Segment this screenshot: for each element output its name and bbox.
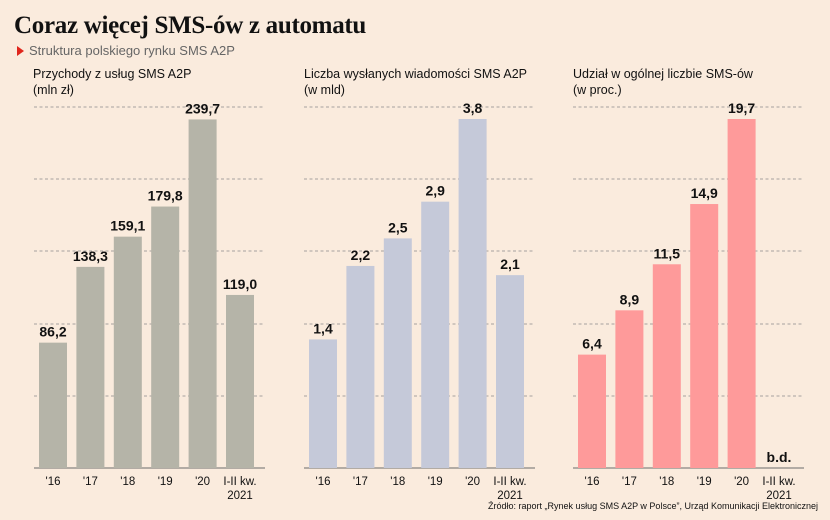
data-label: 86,2 <box>39 324 66 340</box>
bar <box>458 119 487 468</box>
tick-label: '20 <box>195 476 210 488</box>
tick-label: '20 <box>734 476 749 488</box>
tick-label: '18 <box>390 476 405 488</box>
tick-label: '20 <box>465 476 480 488</box>
data-label: 6,4 <box>582 336 602 352</box>
data-label: 19,7 <box>728 100 755 116</box>
bar <box>39 342 67 468</box>
panel-3-title: Udział w ogólnej liczbie SMS-ów (w proc.… <box>573 66 753 98</box>
bar <box>727 119 756 468</box>
panel-1-title: Przychody z usług SMS A2P (mln zł) <box>33 66 191 98</box>
bar <box>226 294 254 468</box>
panel-1-unit: (mln zł) <box>33 83 74 97</box>
bar <box>151 206 180 468</box>
data-label: 2,9 <box>425 183 445 199</box>
data-label: b.d. <box>767 449 792 465</box>
bar <box>383 238 412 468</box>
data-label: 11,5 <box>654 245 681 261</box>
tick-label: '17 <box>353 476 368 488</box>
tick-label: '16 <box>585 476 600 488</box>
triangle-bullet-icon <box>17 45 24 56</box>
panel-3-unit: (w proc.) <box>573 83 622 97</box>
data-label: 1,4 <box>313 320 333 336</box>
bar <box>346 265 375 468</box>
subtitle-text: Struktura polskiego rynku SMS A2P <box>29 43 235 58</box>
data-label: 2,1 <box>500 256 520 272</box>
panel-2-title: Liczba wysłanych wiadomości SMS A2P (w m… <box>304 66 527 98</box>
tick-label: '18 <box>120 476 135 488</box>
data-label: 179,8 <box>148 188 183 204</box>
panel-1-title-text: Przychody z usług SMS A2P <box>33 67 192 81</box>
chart-panel-1: 86,2 '16 138,3 '17 159,1 '18 179,8 '19 239,7 '20 1… <box>34 100 265 502</box>
panel-3-title-text: Udział w ogólnej liczbie SMS-ów <box>573 67 753 81</box>
bar <box>188 119 217 468</box>
data-label: 138,3 <box>73 248 108 264</box>
source-note: Źródło: raport „Rynek usług SMS A2P w Po… <box>488 501 818 511</box>
tick-label: '16 <box>46 476 61 488</box>
data-label: 14,9 <box>691 185 718 201</box>
data-label: 159,1 <box>110 218 145 234</box>
tick-label: '19 <box>697 476 712 488</box>
bar <box>113 236 142 468</box>
tick-label: I-II kw. 2021 <box>223 476 256 502</box>
bar <box>309 339 337 468</box>
data-label: 2,2 <box>351 247 371 263</box>
panel-2-unit: (w mld) <box>304 83 345 97</box>
tick-label: '16 <box>316 476 331 488</box>
data-label: 119,0 <box>223 276 257 292</box>
panel-2-title-text: Liczba wysłanych wiadomości SMS A2P <box>304 67 528 81</box>
bar <box>76 266 105 468</box>
bar <box>652 264 681 468</box>
tick-label: '19 <box>428 476 443 488</box>
chart-panel-2: 1,4 '16 2,2 '17 2,5 '18 2,9 '19 3,8 '20 2,1 I-II kw… <box>304 100 535 502</box>
bar <box>615 310 644 468</box>
data-label: 8,9 <box>620 291 640 307</box>
tick-label: '17 <box>622 476 637 488</box>
subtitle: Struktura polskiego rynku SMS A2P <box>17 43 235 58</box>
data-label: 3,8 <box>463 100 483 116</box>
data-label: 2,5 <box>388 219 408 235</box>
bar <box>690 204 719 469</box>
tick-label: I-II kw. 2021 <box>762 476 795 502</box>
data-label: 239,7 <box>185 100 220 116</box>
tick-label: '18 <box>659 476 674 488</box>
page-title: Coraz więcej SMS-ów z automatu <box>14 12 367 39</box>
tick-label: '19 <box>158 476 173 488</box>
tick-label: I-II kw. 2021 <box>493 476 526 502</box>
bar <box>496 275 524 468</box>
bar <box>578 354 606 468</box>
chart-panel-3: 6,4 '16 8,9 '17 11,5 '18 14,9 '19 19,7 '20 b.d. I-I… <box>573 100 804 502</box>
bar <box>421 201 450 468</box>
tick-label: '17 <box>83 476 98 488</box>
